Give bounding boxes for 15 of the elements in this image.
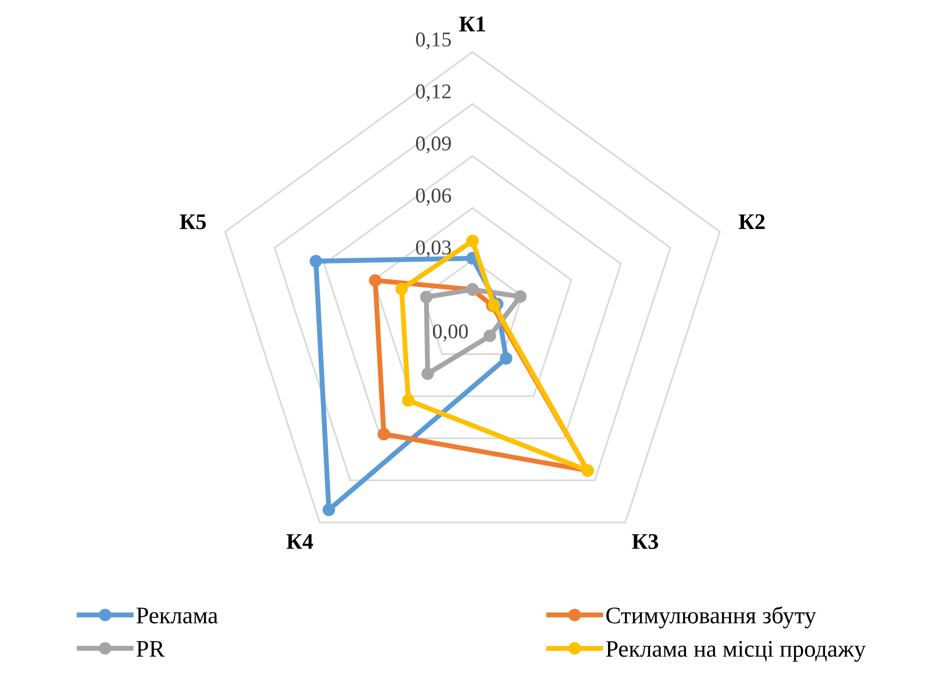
y-tick-label: 0,00 [432, 324, 468, 342]
spoke-label: К1 [459, 16, 485, 32]
spoke-label: К3 [632, 534, 658, 550]
y-tick-label: 0,03 [416, 240, 451, 258]
spoke-label: К4 [286, 534, 313, 549]
spoke-label: К2 [738, 214, 765, 229]
legend-label: Реклама на місці продажу [606, 641, 866, 662]
y-tick-label: 0,09 [416, 136, 451, 154]
legend-label: Реклама [136, 608, 218, 624]
y-tick-label: 0,15 [416, 32, 451, 50]
spoke-label: К5 [180, 214, 206, 230]
y-tick-label: 0,06 [416, 188, 452, 206]
legend-label: PR [136, 641, 165, 657]
y-tick-label: 0,12 [416, 84, 451, 102]
legend-label: Стимулювання збуту [606, 606, 816, 628]
